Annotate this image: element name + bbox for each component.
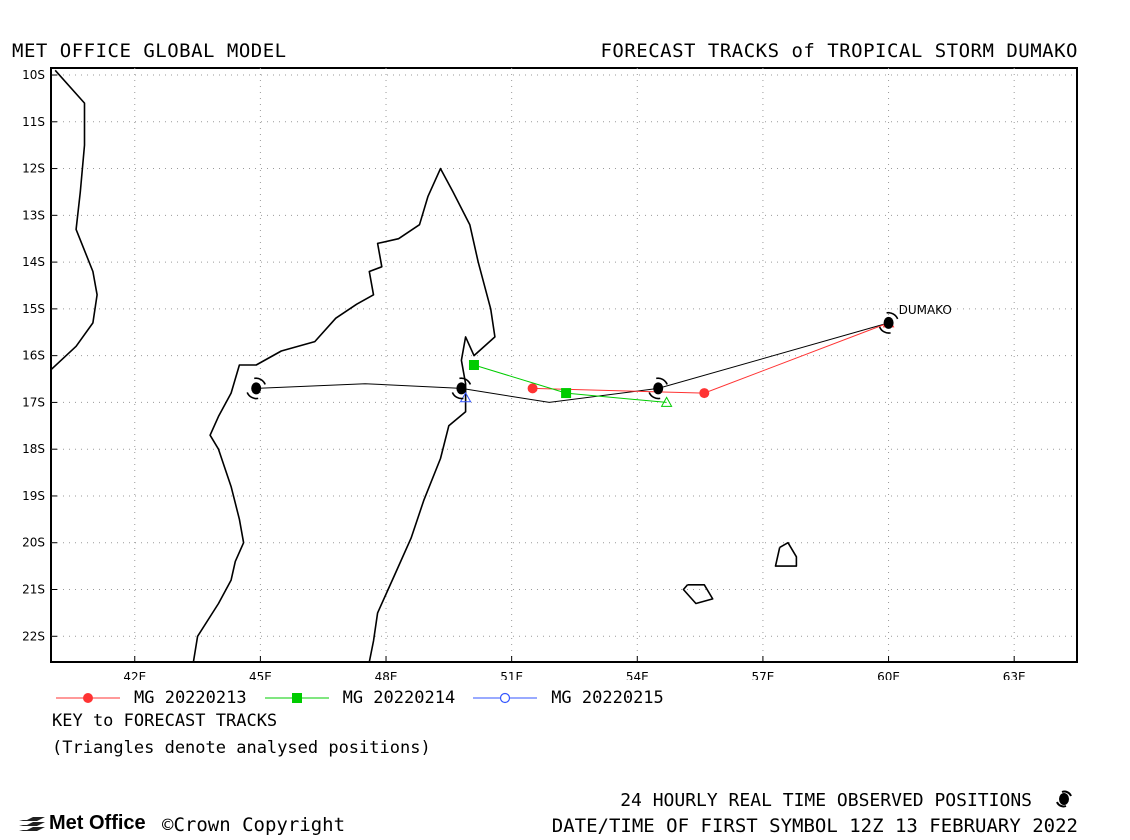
coastline-mauritius [774,541,798,567]
observed-track-line [256,322,889,403]
legend-item-mg-20220214: MG 20220214 [261,688,456,708]
coastline-africa_south [192,167,496,663]
y-tick-label: 19S [22,489,45,503]
y-tick-label: 11S [22,115,45,129]
legend-label: MG 20220213 [134,688,247,708]
cyclone-symbol-icon [1056,790,1072,808]
cyclone-arm [878,326,891,334]
observed-cyclone-symbol [451,377,472,400]
observed-positions-text: 24 HOURLY REAL TIME OBSERVED POSITIONS [620,790,1032,811]
tracks [246,311,899,407]
observed-cyclone-symbol [246,377,266,400]
y-tick-label: 18S [22,442,45,456]
y-tick-label: 14S [22,255,45,269]
y-tick-label: 12S [22,162,45,176]
x-tick-label: 42E [123,670,146,680]
grid-lines [51,68,1077,662]
analysed-triangle-1 [660,396,673,407]
key-note: (Triangles denote analysed positions) [52,738,431,758]
legend-item-mg-20220215: MG 20220215 [469,688,664,708]
forecast-point-0 [527,383,538,394]
legend-label: MG 20220215 [551,688,664,708]
cyclone-arm [459,377,472,385]
legend-label: MG 20220214 [342,688,456,708]
y-tick-label: 17S [22,395,45,409]
forecast-point-1 [561,388,572,399]
cyclone-arm [886,311,899,320]
axis-tick-labels: 42E 45E 48E 51E 54E 57E 60E 63E 10S 11S 12S 13S 14S 1… [22,68,1026,680]
cyclone-eye [456,382,467,395]
legend: MG 20220213 MG 20220214 MG 20220215 [52,688,678,708]
cyclone-eye [883,316,894,329]
forecast-point-1 [468,360,479,370]
x-tick-label: 45E [249,670,272,680]
legend-item-mg-20220213: MG 20220213 [52,688,247,708]
legend-swatch-blue-open-circle [473,692,538,704]
storm-name-label: DUMAKO [899,303,952,317]
cyclone-eye [653,382,664,395]
y-tick-label: 13S [22,208,45,222]
forecast-title: FORECAST TRACKS of TROPICAL STORM DUMAKO [600,40,1078,62]
coastline-africa [50,69,98,371]
analysed-triangle-2 [459,391,472,403]
map-frame [50,67,1078,663]
first-symbol-datetime: DATE/TIME OF FIRST SYMBOL 12Z 13 FEBRUAR… [551,815,1078,837]
x-tick-label: 60E [877,670,900,680]
key-title: KEY to FORECAST TRACKS [52,711,278,731]
y-tick-label: 21S [22,583,45,597]
forecast-point-0 [699,388,710,399]
cyclone-arm [246,392,259,400]
y-tick-label: 10S [22,68,45,82]
legend-swatch-red-circle [56,693,120,703]
x-tick-label: 51E [500,670,523,680]
coastlines [50,69,798,663]
observed-cyclone-symbol [878,311,899,334]
x-tick-label: 57E [751,670,774,680]
cyclone-eye [251,382,262,395]
copyright-notice: ©Crown Copyright [162,814,346,836]
forecast-track-line-0 [532,322,889,394]
logo-text: Met Office [49,812,146,834]
cyclone-arm [656,377,668,385]
met-office-logo: Met Office [18,812,146,835]
x-tick-label: 48E [375,670,398,680]
observed-cyclone-symbol [648,377,668,400]
forecast-track-map: 42E 45E 48E 51E 54E 57E 60E 63E 10S 11S 12S 13S 14S 1… [22,67,1078,680]
cyclone-arm [254,377,266,385]
y-tick-label: 20S [22,536,45,550]
legend-swatch-green-square [264,693,329,703]
coastline-reunion [682,584,714,605]
cyclone-arm [451,392,464,400]
y-tick-label: 16S [22,349,45,363]
x-tick-label: 63E [1003,670,1026,680]
cyclone-arm [648,392,661,400]
x-tick-label: 54E [626,670,649,680]
model-title: MET OFFICE GLOBAL MODEL [12,40,287,62]
y-tick-label: 22S [22,629,45,643]
y-tick-label: 15S [22,302,45,316]
met-office-wave-icon [19,816,45,831]
